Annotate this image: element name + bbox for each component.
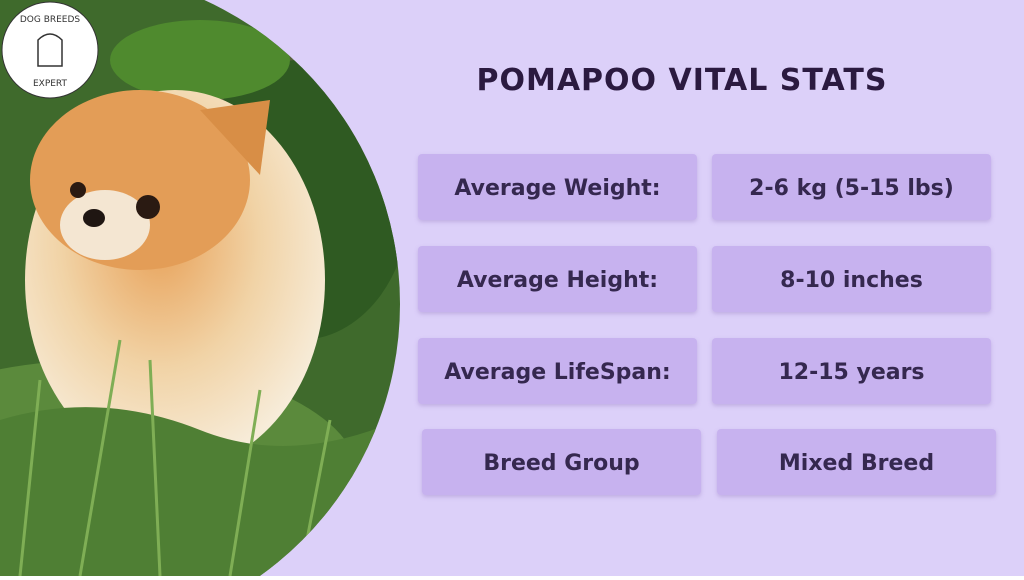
logo-top-text: DOG BREEDS — [20, 15, 81, 25]
stat-value: 2-6 kg (5-15 lbs) — [749, 176, 954, 201]
title: POMAPOO VITAL STATS — [477, 63, 888, 98]
logo: DOG BREEDS EXPERT — [1, 1, 99, 99]
stat-value: Mixed Breed — [779, 451, 934, 476]
stat-value: 12-15 years — [778, 360, 924, 385]
stat-value-box — [712, 154, 991, 220]
stat-value-box — [717, 429, 996, 495]
stat-value: 8-10 inches — [780, 268, 923, 293]
stat-label: Average Height: — [457, 268, 658, 293]
stat-value-box — [712, 338, 991, 404]
stat-label-box — [418, 338, 697, 404]
stat-label-box — [418, 246, 697, 312]
stat-label-box — [422, 429, 701, 495]
stat-label-box — [418, 154, 697, 220]
logo-bottom-text: EXPERT — [33, 79, 68, 89]
stat-value-box — [712, 246, 991, 312]
stat-label: Average LifeSpan: — [444, 360, 670, 385]
stat-label: Breed Group — [483, 451, 639, 476]
stat-label: Average Weight: — [454, 176, 660, 201]
